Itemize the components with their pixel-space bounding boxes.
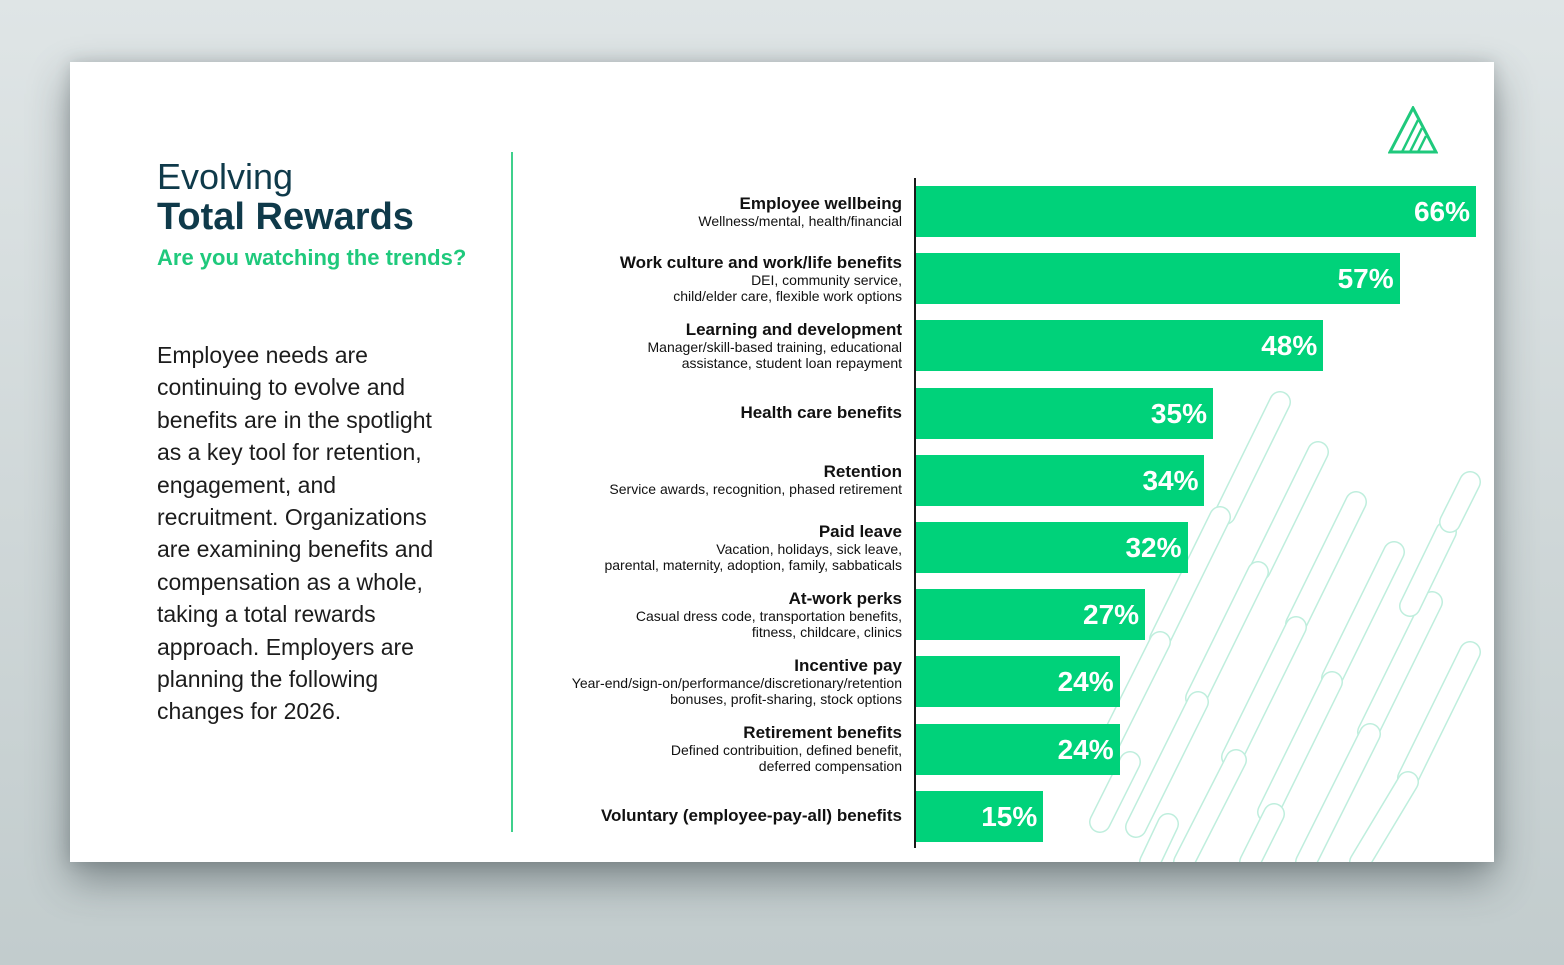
- bar: 24%: [916, 723, 1120, 775]
- category-description: DEI, community service,: [751, 271, 902, 288]
- decorative-stroke-inner: [1174, 750, 1246, 862]
- category-title: Incentive pay: [794, 655, 902, 675]
- category-title: Retention: [823, 462, 902, 482]
- bar: 34%: [916, 454, 1205, 506]
- category-label: Paid leave Vacation, holidays, sick leave…: [482, 522, 902, 573]
- category-label: Employee wellbeing Wellness/mental, healt…: [482, 186, 902, 237]
- title-total-rewards: Total Rewards: [157, 196, 414, 238]
- category-label: Learning and development Manager/skill-ba…: [482, 320, 902, 371]
- bar-value-label: 35%: [1150, 397, 1207, 429]
- category-description: parental, maternity, adoption, family, s…: [604, 556, 902, 573]
- category-label: Retirement benefits Defined contribuition…: [482, 724, 902, 775]
- decorative-stroke-inner: [1400, 522, 1456, 616]
- decorative-stroke-inner: [1140, 814, 1178, 862]
- category-description: fitness, childcare, clinics: [751, 623, 902, 640]
- bar-value-label: 48%: [1261, 330, 1318, 362]
- decorative-stroke-inner: [1440, 472, 1480, 532]
- decorative-stroke-inner: [1296, 724, 1380, 862]
- bar-value-label: 32%: [1125, 532, 1182, 563]
- decorative-line-pattern: [1089, 391, 1481, 862]
- bar-value-label: 15%: [981, 800, 1038, 832]
- decorative-stroke-inner: [1322, 542, 1404, 688]
- category-description: Casual dress code, transportation benefi…: [635, 607, 902, 624]
- bar-value-label: 27%: [1083, 599, 1140, 631]
- bar: 57%: [916, 253, 1400, 305]
- decorative-stroke-inner: [1215, 392, 1290, 524]
- decorative-stroke-inner: [1126, 692, 1208, 837]
- category-description: child/elder care, flexible work options: [673, 287, 902, 304]
- category-label: Incentive pay Year-end/sign-on/performanc…: [482, 656, 902, 707]
- category-title: Voluntary (employee-pay-all) benefits: [600, 806, 902, 826]
- decorative-stroke-inner: [1286, 492, 1366, 634]
- category-label: Retention Service awards, recognition, ph…: [482, 455, 902, 506]
- triangle-logo-icon: [1388, 106, 1438, 154]
- decorative-stroke-inner: [1350, 772, 1418, 862]
- bar: 35%: [916, 387, 1213, 439]
- category-title: Work culture and work/life benefits: [619, 252, 902, 272]
- category-description: Service awards, recognition, phased reti…: [609, 481, 902, 498]
- category-description: deferred compensation: [758, 758, 902, 775]
- decorative-stroke-inner: [1090, 752, 1140, 832]
- body-paragraph: Employee needs are continuing to evolve …: [157, 342, 434, 725]
- category-label: Work culture and work/life benefits DEI, …: [482, 253, 902, 304]
- subtitle: Are you watching the trends?: [157, 245, 467, 270]
- title-evolving: Evolving: [157, 156, 294, 197]
- category-title: Retirement benefits: [743, 723, 902, 743]
- category-title: At-work perks: [788, 588, 902, 608]
- category-description: bonuses, profit-sharing, stock options: [670, 690, 902, 707]
- category-title: Paid leave: [818, 521, 902, 541]
- decorative-stroke-inner: [1258, 672, 1342, 822]
- bar: 27%: [916, 589, 1146, 641]
- decorative-stroke-inner: [1222, 617, 1306, 767]
- category-label: At-work perks Casual dress code, transpor…: [482, 589, 902, 640]
- bar-value-label: 24%: [1057, 666, 1114, 698]
- bar: 66%: [916, 186, 1476, 237]
- bar: 15%: [916, 790, 1044, 842]
- category-description: Manager/skill-based training, educationa…: [647, 338, 902, 355]
- decorative-stroke-inner: [1240, 804, 1284, 862]
- category-description: Wellness/mental, health/financial: [698, 212, 902, 229]
- bar: 32%: [916, 522, 1188, 573]
- chart-axis-line: [914, 178, 916, 848]
- bar-value-label: 24%: [1057, 733, 1114, 765]
- category-title: Health care benefits: [740, 403, 902, 423]
- decorative-stroke-inner: [1358, 592, 1442, 742]
- category-label: Health care benefits: [482, 388, 902, 439]
- bar: 24%: [916, 656, 1120, 708]
- category-title: Learning and development: [685, 319, 902, 339]
- category-title: Employee wellbeing: [739, 193, 903, 213]
- decorative-stroke-inner: [1398, 642, 1480, 788]
- decorative-stroke-inner: [1250, 442, 1328, 580]
- category-description: Defined contribuition, defined benefit,: [670, 742, 902, 759]
- bar-value-label: 34%: [1142, 464, 1199, 496]
- decorative-stroke-inner: [1150, 507, 1230, 649]
- slide-card: Evolving Total Rewards Are you watching …: [70, 62, 1494, 862]
- category-description: Year-end/sign-on/performance/discretiona…: [571, 674, 902, 691]
- category-description: assistance, student loan repayment: [681, 354, 902, 371]
- category-description: Vacation, holidays, sick leave,: [716, 540, 902, 557]
- category-label: Voluntary (employee-pay-all) benefits: [482, 791, 902, 842]
- decorative-stroke-inner: [1186, 562, 1268, 708]
- bar: 48%: [916, 320, 1324, 372]
- bar-value-label: 66%: [1413, 196, 1470, 227]
- vertical-divider: [511, 152, 513, 832]
- bar-value-label: 57%: [1337, 263, 1394, 295]
